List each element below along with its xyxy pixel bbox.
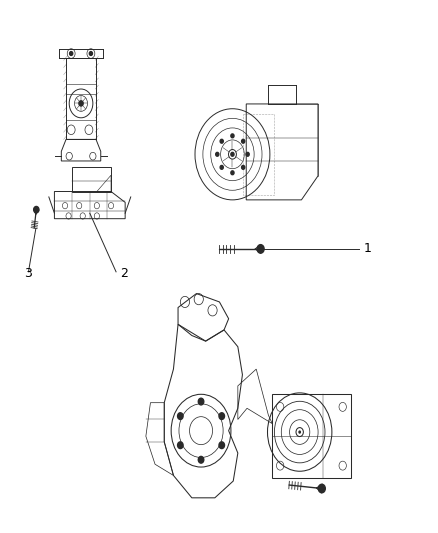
Circle shape [215, 152, 219, 156]
Circle shape [79, 101, 83, 106]
Circle shape [242, 165, 245, 169]
Text: 3: 3 [24, 267, 32, 280]
Circle shape [220, 139, 223, 143]
Text: 2: 2 [120, 267, 128, 280]
Circle shape [246, 152, 249, 156]
Circle shape [298, 430, 301, 434]
Circle shape [219, 442, 225, 449]
Circle shape [242, 139, 245, 143]
Circle shape [231, 171, 234, 175]
Circle shape [318, 484, 325, 493]
Circle shape [220, 165, 223, 169]
Circle shape [231, 152, 234, 156]
Circle shape [219, 413, 225, 419]
Text: 1: 1 [364, 243, 371, 255]
Circle shape [198, 456, 204, 463]
Circle shape [257, 245, 264, 253]
Circle shape [89, 52, 92, 55]
Circle shape [231, 134, 234, 138]
Circle shape [70, 52, 73, 55]
Circle shape [177, 442, 183, 449]
Circle shape [198, 398, 204, 405]
Circle shape [177, 413, 183, 419]
Circle shape [34, 206, 39, 213]
